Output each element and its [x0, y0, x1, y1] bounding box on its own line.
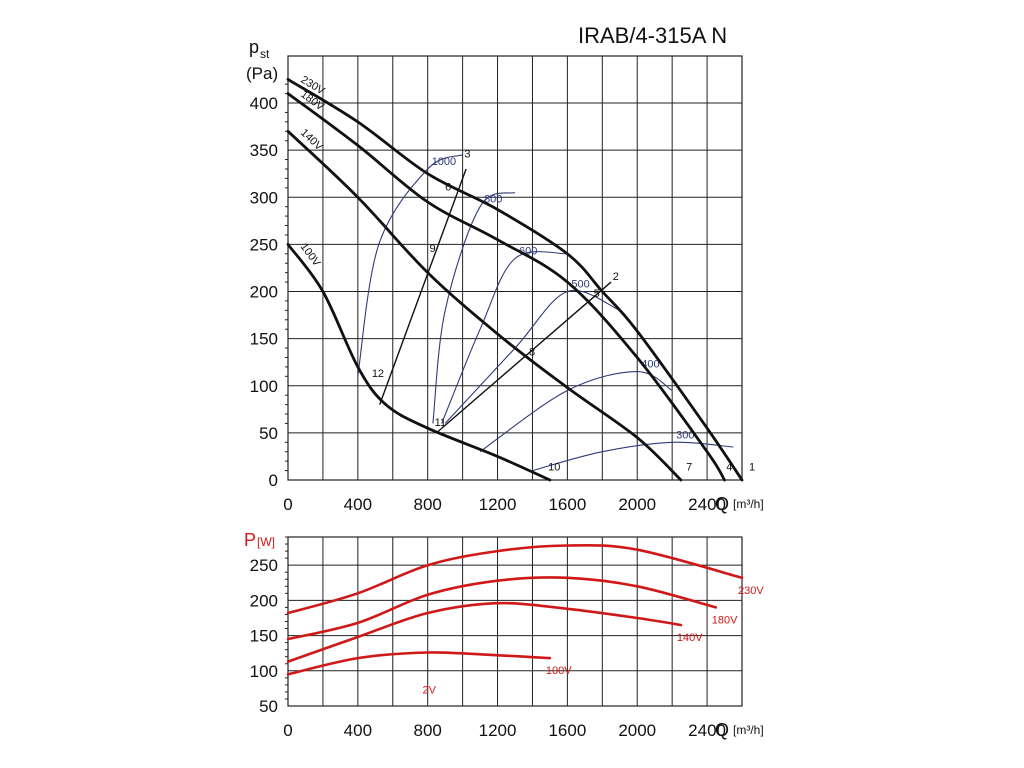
operating-point-label: 6: [445, 182, 451, 194]
pressure-curve-100V: [286, 243, 552, 482]
top-ticks: 0 400 800 1200 1600 2000 240005010015020025030…: [250, 94, 726, 514]
y-tick-top: 150: [250, 330, 278, 349]
operating-point-label: 5: [594, 288, 600, 300]
y-tick-bottom: 150: [250, 627, 278, 646]
operating-point-label: 12: [372, 368, 384, 380]
pressure-curve-140V: [286, 129, 683, 482]
y-tick-bottom: 100: [250, 662, 278, 681]
y-tick-top: 250: [250, 235, 278, 254]
x-tick-top: 800: [414, 495, 442, 514]
x-tick-top: 2400: [688, 495, 726, 514]
operating-point-label: 2: [613, 271, 619, 283]
operating-point-label: 7: [686, 461, 692, 473]
bottom-ticks: 0 400 800 1200 1600 2000 2400 50 100 150 200 250: [250, 556, 726, 740]
operating-point-label: 1: [749, 461, 755, 473]
y-tick-bottom: 200: [250, 591, 278, 610]
rpm-label: 300: [676, 429, 694, 441]
rpm-curve-600: [441, 251, 568, 424]
x-tick-top: 400: [344, 495, 372, 514]
rpm-curve-500: [444, 289, 621, 424]
operating-point-label: 4: [726, 461, 732, 473]
y-tick-top: 50: [259, 424, 278, 443]
x-tick-bottom: 2000: [618, 721, 656, 740]
operating-point-label: 3: [464, 149, 470, 161]
x-axis-unit-bottom: [m³/h]: [733, 723, 764, 737]
x-tick-top: 0: [283, 495, 292, 514]
rpm-curve-400: [479, 371, 673, 453]
power-annotation: 2V: [422, 684, 436, 696]
operating-point-label: 11: [435, 417, 446, 429]
rpm-curve-300: [532, 441, 734, 472]
power-curve-100V: [286, 651, 552, 676]
x-tick-bottom: 2400: [688, 721, 726, 740]
pressure-curve-180V: [286, 92, 726, 482]
y-tick-top: 0: [269, 471, 278, 490]
operating-point-label: 8: [529, 346, 535, 358]
x-axis-label-top: Q: [715, 494, 729, 514]
x-tick-top: 2000: [618, 495, 656, 514]
rpm-label: 500: [571, 279, 589, 291]
rpm-curve-1000: [357, 154, 463, 377]
operating-point-label: 9: [429, 243, 435, 255]
y-tick-bottom: 50: [259, 697, 278, 716]
top-plot-grid: [285, 55, 743, 481]
operating-point-label: 10: [548, 461, 560, 473]
y-tick-top: 200: [250, 283, 278, 302]
y-tick-top: 100: [250, 377, 278, 396]
power-label-230V: 230V: [738, 585, 764, 597]
power-label-180V: 180V: [712, 614, 738, 626]
rpm-label: 800: [484, 194, 502, 206]
power-curves: [286, 543, 744, 676]
power-curve-140V: [286, 601, 683, 663]
y-axis-label-top-sub: st: [260, 47, 270, 61]
power-label-140V: 140V: [677, 632, 703, 644]
rpm-label: 1000: [432, 156, 456, 168]
y-axis-label-top: p: [249, 37, 259, 57]
y-axis-unit-bottom: [W]: [257, 535, 275, 549]
top-plot-frame: [287, 55, 743, 481]
x-tick-top: 1200: [479, 495, 517, 514]
bottom-plot-grid: [285, 536, 743, 707]
y-axis-unit-top: (Pa): [246, 64, 278, 83]
y-axis-label-bottom: P: [244, 530, 256, 550]
curve-label-100V: 100V: [298, 241, 323, 269]
bottom-plot-frame: [287, 536, 743, 707]
x-axis-label-bottom: Q: [715, 720, 729, 740]
curve-label-140V: 140V: [298, 127, 325, 154]
x-tick-top: 1600: [548, 495, 586, 514]
x-axis-unit-top: [m³/h]: [733, 497, 764, 511]
x-tick-bottom: 1200: [479, 721, 517, 740]
power-curve-180V: [286, 576, 718, 641]
power-curve-230V: [286, 543, 744, 615]
pressure-curves: [286, 78, 744, 482]
chart-title: IRAB/4-315A N: [578, 23, 727, 48]
rpm-curve-800: [432, 191, 516, 424]
power-curve-labels: 230V 180V 140V 100V 2V: [422, 585, 764, 696]
pressure-curve-230V: [286, 78, 744, 482]
x-tick-bottom: 400: [344, 721, 372, 740]
x-tick-bottom: 1600: [548, 721, 586, 740]
x-tick-bottom: 0: [283, 721, 292, 740]
x-tick-bottom: 800: [414, 721, 442, 740]
power-label-100V: 100V: [546, 665, 572, 677]
y-tick-top: 300: [250, 188, 278, 207]
y-tick-bottom: 250: [250, 556, 278, 575]
operating-lines: [379, 168, 612, 434]
y-tick-top: 400: [250, 94, 278, 113]
operating-line-0: [379, 168, 467, 405]
y-tick-top: 350: [250, 141, 278, 160]
operating-line-1: [435, 281, 612, 434]
